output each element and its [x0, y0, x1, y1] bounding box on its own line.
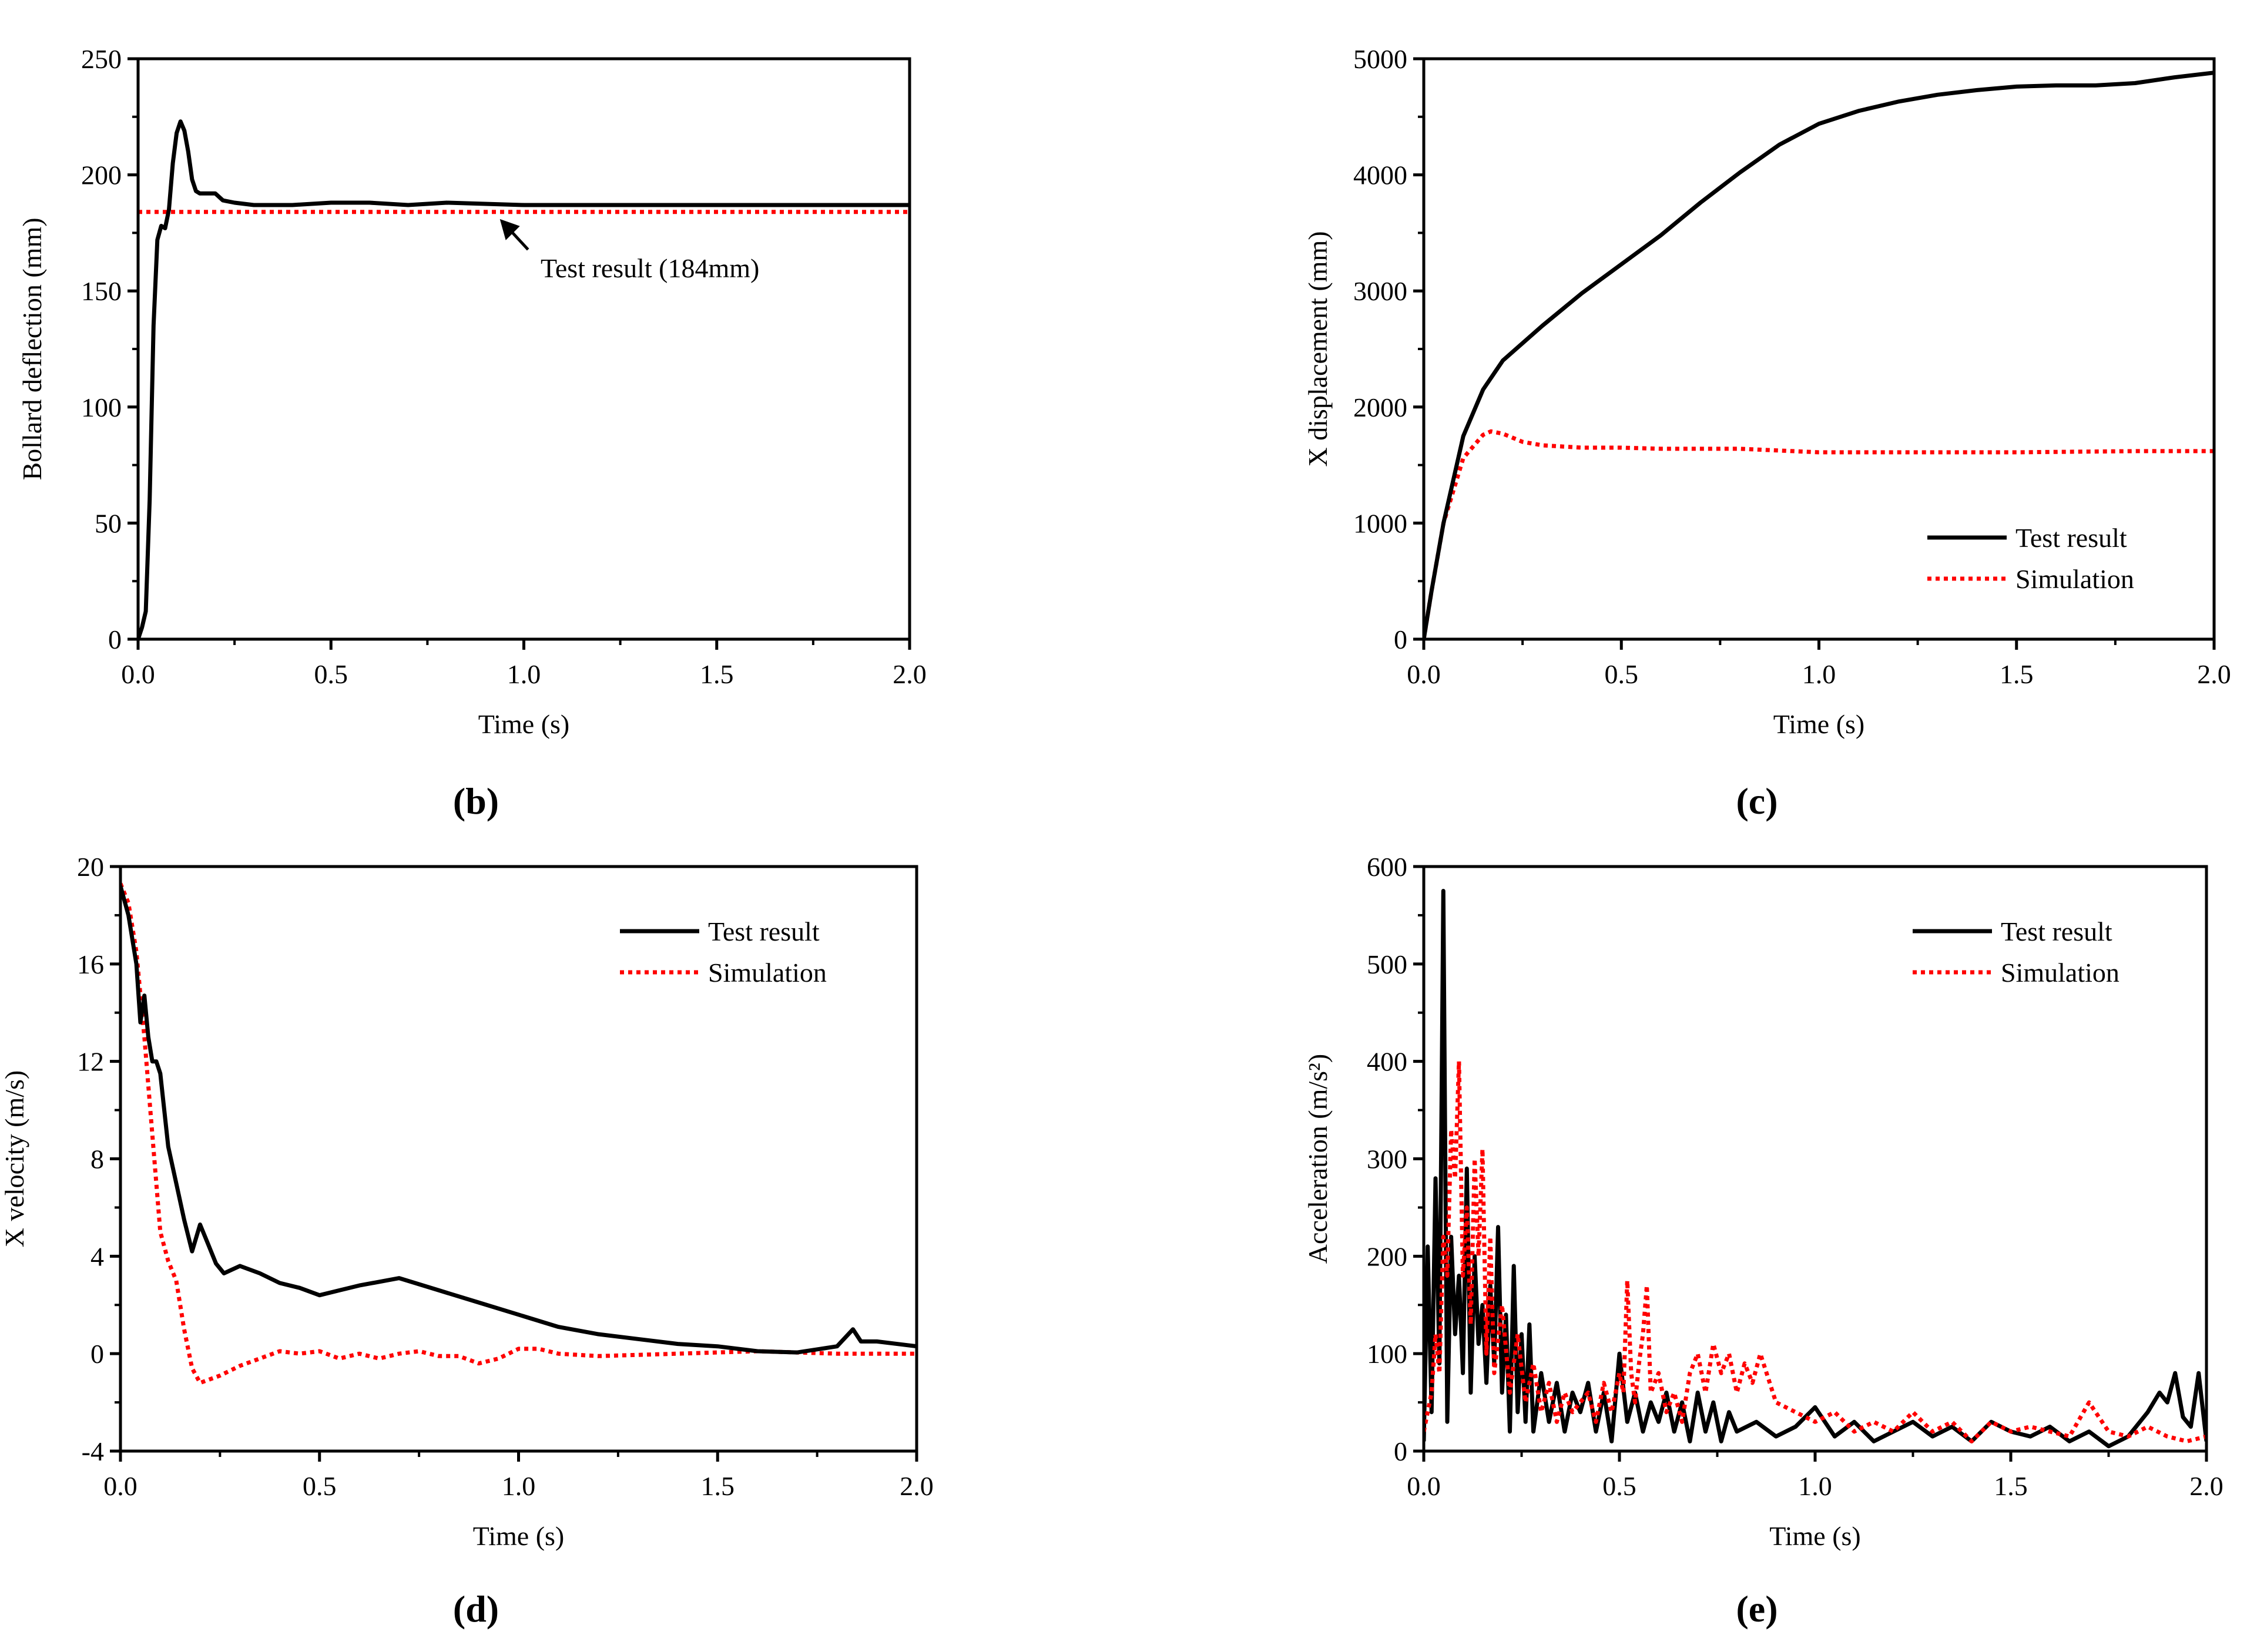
- chart-c-xtick-label: 0.0: [1407, 659, 1441, 689]
- chart-d-xlabel: Time (s): [473, 1521, 565, 1551]
- chart-c-series-test: [1424, 70, 2214, 639]
- chart-d-ytick-label: -4: [82, 1436, 104, 1466]
- chart-e-xtick-label: 1.0: [1798, 1471, 1832, 1501]
- chart-b-ytick-label: 250: [81, 44, 122, 74]
- chart-c-xtick-label: 1.5: [2000, 659, 2034, 689]
- chart-b-ytick-label: 200: [81, 160, 122, 190]
- chart-c-ytick-label: 3000: [1353, 276, 1407, 306]
- chart-b-xtick-label: 2.0: [893, 659, 927, 689]
- chart-d-frame: [119, 865, 918, 1453]
- chart-d-legend: Test result Simulation: [620, 916, 827, 988]
- chart-e-ytick-label: 500: [1367, 949, 1407, 979]
- chart-b: 0.0 0.5 1.0 1.5 2.0 0 50 100 150 200 250 Bollard d…: [17, 44, 927, 739]
- chart-b-xtick-label: 0.0: [121, 659, 155, 689]
- chart-b-xtick-label: 0.5: [314, 659, 348, 689]
- chart-d-ytick-label: 8: [90, 1144, 104, 1174]
- chart-d-legend-test-label: Test result: [708, 916, 820, 946]
- chart-e-xlabel: Time (s): [1769, 1521, 1861, 1551]
- chart-e-xtick-label: 2.0: [2189, 1471, 2223, 1501]
- chart-e-legend: Test result Simulation: [1913, 916, 2119, 988]
- chart-c-ytick-label: 1000: [1353, 508, 1407, 538]
- panel-label-e: (e): [1736, 1588, 1778, 1630]
- chart-e-xtick-label: 1.5: [1994, 1471, 2028, 1501]
- chart-e-ylabel: Acceleration (m/s²): [1303, 1054, 1333, 1264]
- panel-label-c: (c): [1736, 780, 1778, 822]
- chart-d-series-simulation: [120, 882, 917, 1385]
- chart-b-series-test: [138, 119, 910, 639]
- chart-c-series-simulation: [1424, 429, 2214, 639]
- chart-d-ylabel: X velocity (m/s): [0, 1070, 29, 1248]
- chart-c-xtick-label: 1.0: [1802, 659, 1836, 689]
- chart-b-xtick-label: 1.0: [507, 659, 541, 689]
- chart-e-frame: [1422, 865, 2208, 1453]
- chart-c-ytick-label: 0: [1394, 624, 1407, 654]
- chart-c-ytick-label: 5000: [1353, 44, 1407, 74]
- chart-c-legend: Test result Simulation: [1927, 523, 2134, 594]
- chart-b-ytick-label: 100: [81, 392, 122, 422]
- chart-d-xtick-label: 0.0: [103, 1471, 137, 1501]
- panel-label-d: (d): [453, 1588, 499, 1630]
- chart-b-ylabel: Bollard deflection (mm): [17, 217, 47, 480]
- chart-e-legend-sim-label: Simulation: [2001, 958, 2119, 988]
- chart-e-ytick-label: 400: [1367, 1047, 1407, 1077]
- chart-b-ytick-label: 150: [81, 276, 122, 306]
- chart-d-series-test: [120, 885, 917, 1355]
- chart-d-ytick-label: 16: [77, 949, 104, 979]
- chart-b-frame: [136, 57, 911, 641]
- chart-e-ytick-label: 300: [1367, 1144, 1407, 1174]
- chart-b-ytick-label: 0: [108, 624, 122, 654]
- chart-d-ytick-label: 12: [77, 1047, 104, 1077]
- chart-e-legend-test-label: Test result: [2001, 916, 2112, 946]
- chart-c-legend-test-label: Test result: [2015, 523, 2127, 553]
- chart-d-xtick-label: 1.0: [502, 1471, 536, 1501]
- chart-c-ylabel: X displacement (mm): [1303, 231, 1333, 466]
- chart-e-ytick-label: 600: [1367, 852, 1407, 882]
- chart-d-xtick-label: 1.5: [701, 1471, 735, 1501]
- chart-e-ytick-label: 0: [1394, 1436, 1407, 1466]
- chart-b-xtick-label: 1.5: [700, 659, 734, 689]
- chart-e-ytick-label: 100: [1367, 1339, 1407, 1369]
- chart-d-legend-sim-label: Simulation: [708, 958, 827, 988]
- chart-d-xtick-label: 0.5: [303, 1471, 337, 1501]
- chart-e-ytick-label: 200: [1367, 1241, 1407, 1271]
- chart-d: 0.0 0.5 1.0 1.5 2.0 -4 0 4 8 12 16 20 X velocity (m…: [0, 852, 934, 1551]
- chart-c: 0.0 0.5 1.0 1.5 2.0 0 1000 2000 3000 4000 5000 X d…: [1303, 44, 2231, 739]
- chart-e-xtick-label: 0.5: [1602, 1471, 1636, 1501]
- chart-d-xtick-label: 2.0: [900, 1471, 934, 1501]
- chart-c-legend-sim-label: Simulation: [2015, 564, 2134, 594]
- chart-d-ytick-label: 0: [90, 1339, 104, 1369]
- chart-d-ytick-label: 20: [77, 852, 104, 882]
- chart-c-xtick-label: 0.5: [1605, 659, 1639, 689]
- chart-c-xtick-label: 2.0: [2197, 659, 2231, 689]
- chart-e: 0.0 0.5 1.0 1.5 2.0 0 100 200 300 400 500 600 Accel…: [1303, 852, 2223, 1551]
- panel-label-b: (b): [453, 780, 499, 822]
- chart-c-ytick-label: 2000: [1353, 392, 1407, 422]
- chart-b-xlabel: Time (s): [478, 709, 570, 739]
- chart-c-xlabel: Time (s): [1773, 709, 1865, 739]
- chart-e-xtick-label: 0.0: [1407, 1471, 1441, 1501]
- chart-b-annotation: Test result (184mm): [541, 253, 759, 283]
- chart-d-ytick-label: 4: [90, 1241, 104, 1271]
- chart-b-ytick-label: 50: [95, 508, 122, 538]
- chart-b-annotation-arrow-head: [499, 219, 520, 240]
- chart-c-ytick-label: 4000: [1353, 160, 1407, 190]
- chart-e-series-test: [1424, 889, 2206, 1449]
